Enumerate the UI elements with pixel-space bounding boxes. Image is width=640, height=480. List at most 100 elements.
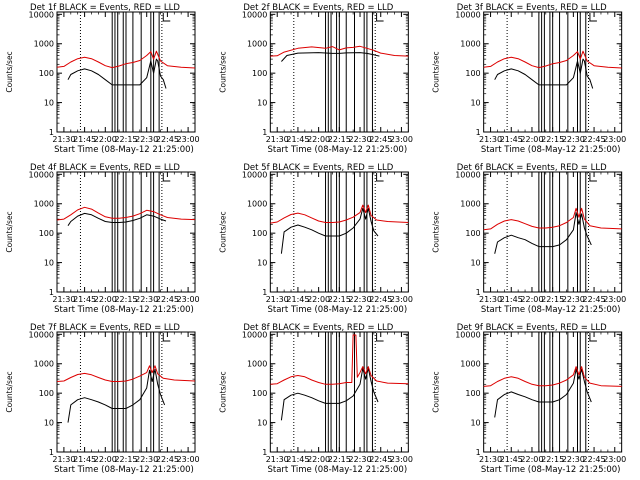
y-tick-label: 1000 bbox=[247, 360, 267, 369]
y-axis-label: Counts/sec bbox=[432, 51, 441, 92]
y-tick-label: 1000 bbox=[460, 40, 480, 49]
x-tick-label: 22:00 bbox=[307, 135, 330, 144]
y-axis-label: Counts/sec bbox=[5, 211, 14, 252]
chart-panel-9: Det 9f BLACK = Events, RED = LLD 1 10 100 10… bbox=[432, 323, 627, 475]
x-tick-label: 22:45 bbox=[369, 455, 392, 464]
y-axis-label: Counts/sec bbox=[432, 211, 441, 252]
x-tick-label: 21:45 bbox=[500, 135, 523, 144]
x-tick-label: 21:30 bbox=[266, 295, 289, 304]
x-tick-label: 21:30 bbox=[479, 135, 502, 144]
y-axis-label: Counts/sec bbox=[432, 371, 441, 412]
y-tick-label: 1 bbox=[262, 128, 267, 137]
x-tick-label: 22:15 bbox=[328, 295, 351, 304]
x-axis-label: Start Time (08-May-12 21:25:00) bbox=[267, 145, 407, 155]
x-tick-label: 23:00 bbox=[177, 135, 200, 144]
series-line-black bbox=[494, 212, 592, 254]
y-tick-label: 1000 bbox=[34, 40, 54, 49]
series-line-red bbox=[270, 334, 409, 385]
series-line-red bbox=[270, 204, 409, 224]
y-tick-label: 1000 bbox=[460, 200, 480, 209]
y-tick-label: 10 bbox=[44, 259, 54, 268]
x-tick-label: 21:30 bbox=[266, 135, 289, 144]
bracket-marker bbox=[589, 333, 597, 342]
bracket-marker bbox=[589, 173, 597, 182]
y-tick-label: 10 bbox=[44, 99, 54, 108]
chart-panel-2: Det 2f BLACK = Events, RED = LLD 1 10 100 10… bbox=[218, 3, 413, 155]
series-line-red bbox=[483, 50, 622, 69]
bracket-marker bbox=[376, 13, 384, 22]
series-line-black bbox=[494, 58, 594, 89]
chart-title: Det 9f BLACK = Events, RED = LLD bbox=[457, 323, 607, 333]
y-tick-label: 10 bbox=[44, 419, 54, 428]
chart-panel-8: Det 8f BLACK = Events, RED = LLD 1 10 100 10… bbox=[218, 323, 413, 475]
bracket-marker bbox=[162, 333, 171, 342]
series-line-black bbox=[67, 58, 167, 89]
x-tick-label: 22:15 bbox=[541, 135, 564, 144]
series-line-black bbox=[280, 367, 379, 421]
y-tick-label: 10000 bbox=[455, 170, 480, 179]
series-line-red bbox=[56, 206, 196, 221]
y-tick-label: 10000 bbox=[242, 10, 267, 19]
series-line-red bbox=[56, 365, 196, 382]
x-tick-label: 22:00 bbox=[307, 455, 330, 464]
bracket-marker bbox=[589, 13, 597, 22]
y-tick-label: 10000 bbox=[29, 330, 54, 339]
y-axis-label: Counts/sec bbox=[5, 51, 14, 92]
y-tick-label: 1 bbox=[49, 448, 54, 457]
x-tick-label: 22:15 bbox=[114, 455, 137, 464]
series-line-black bbox=[280, 207, 379, 254]
chart-panel-4: Det 4f BLACK = Events, RED = LLD 1 10 100 10… bbox=[5, 163, 200, 315]
chart-panel-5: Det 5f BLACK = Events, RED = LLD 1 10 100 10… bbox=[218, 163, 413, 315]
y-tick-label: 1 bbox=[49, 128, 54, 137]
chart-panel-1: Det 1f BLACK = Events, RED = LLD 1 10 100 10… bbox=[5, 3, 200, 155]
bracket-marker bbox=[162, 13, 171, 22]
y-tick-label: 10000 bbox=[29, 10, 54, 19]
y-tick-label: 1000 bbox=[34, 200, 54, 209]
x-axis-label: Start Time (08-May-12 21:25:00) bbox=[267, 305, 407, 315]
y-tick-label: 1000 bbox=[247, 200, 267, 209]
y-tick-label: 10000 bbox=[455, 330, 480, 339]
x-axis-label: Start Time (08-May-12 21:25:00) bbox=[54, 305, 194, 315]
y-axis-label: Counts/sec bbox=[5, 371, 14, 412]
x-tick-label: 22:30 bbox=[135, 135, 158, 144]
x-tick-label: 21:30 bbox=[266, 455, 289, 464]
x-tick-label: 21:30 bbox=[52, 135, 75, 144]
x-axis-label: Start Time (08-May-12 21:25:00) bbox=[481, 145, 621, 155]
x-axis-label: Start Time (08-May-12 21:25:00) bbox=[54, 465, 194, 475]
x-tick-label: 22:15 bbox=[114, 135, 137, 144]
x-axis-label: Start Time (08-May-12 21:25:00) bbox=[54, 145, 194, 155]
x-tick-label: 22:45 bbox=[583, 455, 606, 464]
x-tick-label: 22:30 bbox=[348, 135, 371, 144]
x-tick-label: 22:30 bbox=[562, 455, 585, 464]
chart-title: Det 5f BLACK = Events, RED = LLD bbox=[243, 163, 393, 173]
x-tick-label: 21:45 bbox=[73, 455, 96, 464]
series-line-black bbox=[67, 212, 167, 226]
y-tick-label: 10000 bbox=[242, 170, 267, 179]
x-tick-label: 21:30 bbox=[479, 455, 502, 464]
x-tick-label: 22:15 bbox=[541, 455, 564, 464]
x-axis-label: Start Time (08-May-12 21:25:00) bbox=[481, 465, 621, 475]
y-tick-label: 1 bbox=[476, 448, 481, 457]
x-tick-label: 22:30 bbox=[562, 135, 585, 144]
x-tick-label: 21:45 bbox=[286, 135, 309, 144]
y-tick-label: 10000 bbox=[242, 330, 267, 339]
chart-title: Det 7f BLACK = Events, RED = LLD bbox=[30, 323, 180, 333]
x-tick-label: 21:30 bbox=[479, 295, 502, 304]
series-line-red bbox=[483, 207, 622, 231]
x-tick-label: 21:45 bbox=[73, 295, 96, 304]
series-line-black bbox=[281, 52, 380, 62]
series-line-red bbox=[483, 366, 622, 387]
series-line-red bbox=[56, 50, 196, 69]
x-axis-label: Start Time (08-May-12 21:25:00) bbox=[267, 465, 407, 475]
x-tick-label: 23:00 bbox=[603, 135, 626, 144]
x-tick-label: 21:45 bbox=[500, 455, 523, 464]
x-tick-label: 23:00 bbox=[390, 295, 413, 304]
y-tick-label: 1 bbox=[49, 288, 54, 297]
y-tick-label: 1 bbox=[476, 288, 481, 297]
y-tick-label: 1 bbox=[262, 448, 267, 457]
x-tick-label: 22:45 bbox=[156, 455, 179, 464]
x-tick-label: 23:00 bbox=[390, 455, 413, 464]
y-tick-label: 10 bbox=[257, 99, 267, 108]
x-tick-label: 23:00 bbox=[390, 135, 413, 144]
